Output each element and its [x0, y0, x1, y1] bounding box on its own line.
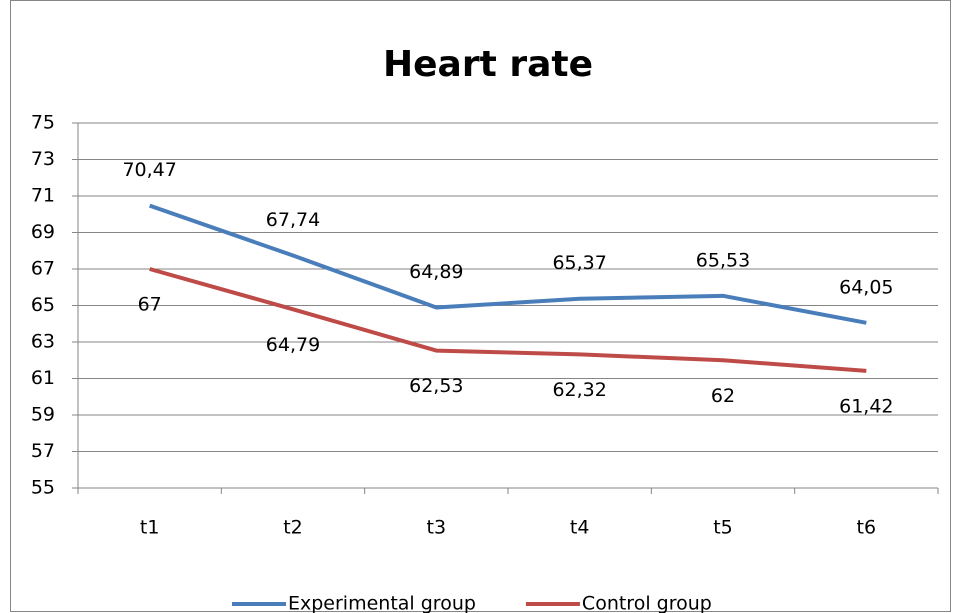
legend-label: Control group: [582, 593, 712, 613]
legend-label: Experimental group: [288, 593, 476, 613]
y-tick-label: 63: [31, 331, 55, 353]
data-label: 67: [138, 294, 162, 316]
x-tick-label: t2: [283, 517, 303, 539]
y-tick-label: 55: [31, 477, 55, 499]
data-label: 62,32: [552, 379, 606, 401]
y-tick-label: 57: [31, 440, 55, 462]
data-label: 62,53: [409, 375, 463, 397]
data-label: 64,05: [839, 276, 893, 298]
data-label: 64,79: [266, 334, 320, 356]
data-label: 64,89: [409, 261, 463, 283]
chart-title: Heart rate: [383, 44, 593, 85]
y-tick-label: 75: [31, 112, 55, 134]
data-label: 67,74: [266, 209, 320, 231]
series-line: [149, 267, 867, 373]
x-tick-label: t3: [427, 517, 447, 539]
y-tick-label: 61: [31, 367, 55, 389]
x-tick-label: t5: [713, 517, 733, 539]
series-line: [149, 203, 867, 325]
data-label: 65,53: [696, 249, 750, 271]
data-label: 65,37: [552, 252, 606, 274]
y-tick-label: 69: [31, 221, 55, 243]
y-tick-label: 59: [31, 404, 55, 426]
data-label: 62: [711, 385, 735, 407]
data-label: 61,42: [839, 395, 893, 417]
y-tick-label: 65: [31, 294, 55, 316]
y-tick-label: 67: [31, 258, 55, 280]
y-tick-label: 71: [31, 185, 55, 207]
x-tick-label: t6: [857, 517, 877, 539]
x-tick-label: t1: [140, 517, 160, 539]
x-tick-label: t4: [570, 517, 590, 539]
y-tick-label: 73: [31, 148, 55, 170]
data-label: 70,47: [122, 159, 176, 181]
